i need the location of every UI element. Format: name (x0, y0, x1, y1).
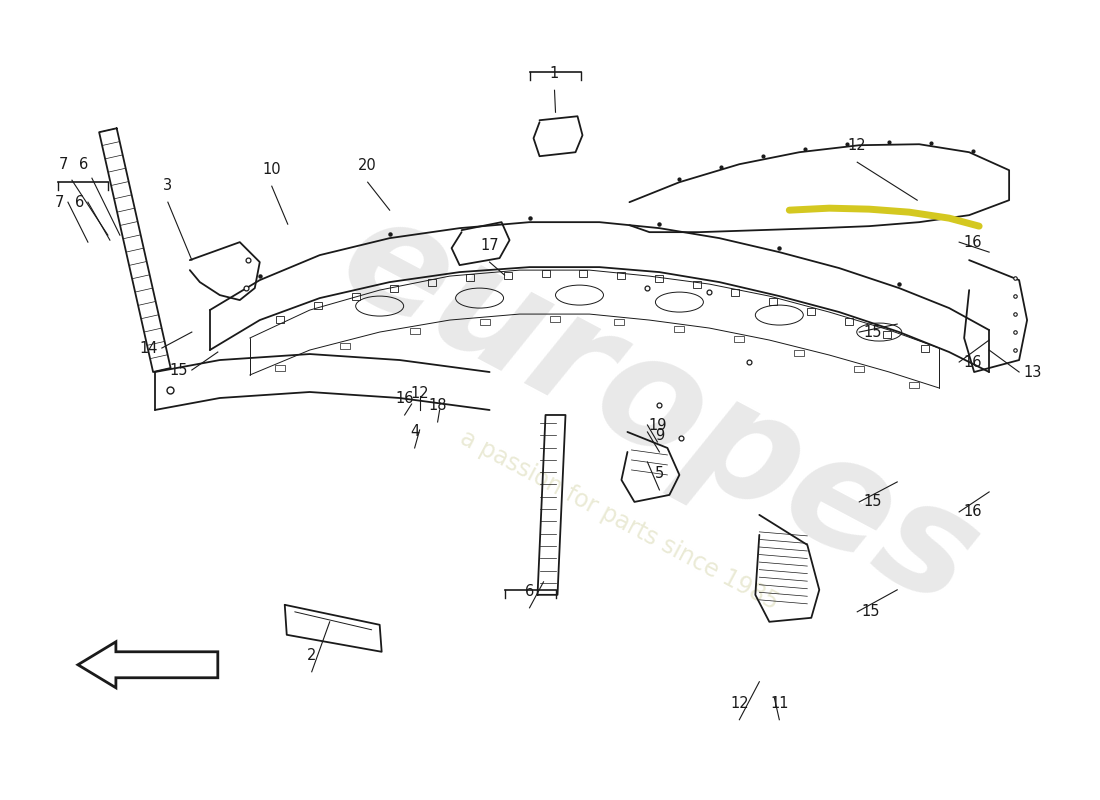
Bar (910, 382, 920, 388)
Text: 6: 6 (79, 158, 88, 172)
Bar (550, 316, 560, 322)
Bar (845, 318, 854, 326)
Bar (769, 298, 778, 305)
Text: 10: 10 (263, 162, 282, 177)
Text: 16: 16 (964, 234, 981, 250)
Text: a passion for parts since 1985: a passion for parts since 1985 (456, 426, 783, 614)
Text: 16: 16 (964, 505, 981, 519)
Bar (389, 285, 398, 291)
Bar (480, 319, 490, 325)
Text: 15: 15 (864, 325, 882, 339)
Text: 16: 16 (964, 354, 981, 370)
Text: 12: 12 (848, 138, 867, 154)
Bar (807, 308, 815, 314)
Text: 7: 7 (58, 158, 68, 172)
Bar (541, 270, 550, 277)
Bar (340, 343, 350, 349)
Text: 11: 11 (770, 696, 789, 710)
Bar (352, 293, 360, 300)
Text: 16: 16 (395, 391, 414, 406)
Text: europes: europes (317, 181, 1002, 639)
FancyArrow shape (78, 642, 218, 688)
Text: 3: 3 (163, 178, 173, 193)
Bar (794, 350, 804, 355)
Bar (275, 365, 285, 370)
Bar (580, 270, 587, 277)
Text: 12: 12 (730, 696, 749, 710)
Bar (314, 302, 321, 309)
Bar (883, 331, 891, 338)
Bar (617, 272, 626, 279)
Bar (276, 316, 284, 322)
Text: 6: 6 (525, 584, 535, 599)
Text: 20: 20 (359, 158, 377, 173)
Text: 1: 1 (550, 66, 559, 82)
Bar (409, 328, 419, 334)
Bar (615, 319, 625, 325)
Text: 17: 17 (481, 238, 499, 253)
Bar (656, 275, 663, 282)
Bar (693, 282, 702, 289)
Bar (732, 289, 739, 296)
Bar (674, 326, 684, 332)
Text: 15: 15 (169, 362, 188, 378)
Bar (735, 336, 745, 342)
Text: 5: 5 (654, 466, 664, 481)
Text: 14: 14 (140, 341, 158, 355)
Text: 19: 19 (648, 418, 667, 433)
Text: 15: 15 (861, 604, 880, 619)
Text: 2: 2 (307, 648, 317, 662)
Text: 4: 4 (410, 424, 419, 439)
Text: 6: 6 (75, 194, 84, 210)
Bar (921, 346, 929, 353)
Bar (504, 272, 512, 278)
Bar (465, 274, 474, 282)
Text: 13: 13 (1023, 365, 1042, 379)
Text: 15: 15 (864, 494, 882, 510)
Text: 18: 18 (428, 398, 447, 413)
Text: 12: 12 (410, 386, 429, 401)
Bar (428, 279, 436, 286)
Text: 9: 9 (654, 428, 664, 443)
Bar (855, 366, 865, 371)
Text: 7: 7 (55, 194, 64, 210)
